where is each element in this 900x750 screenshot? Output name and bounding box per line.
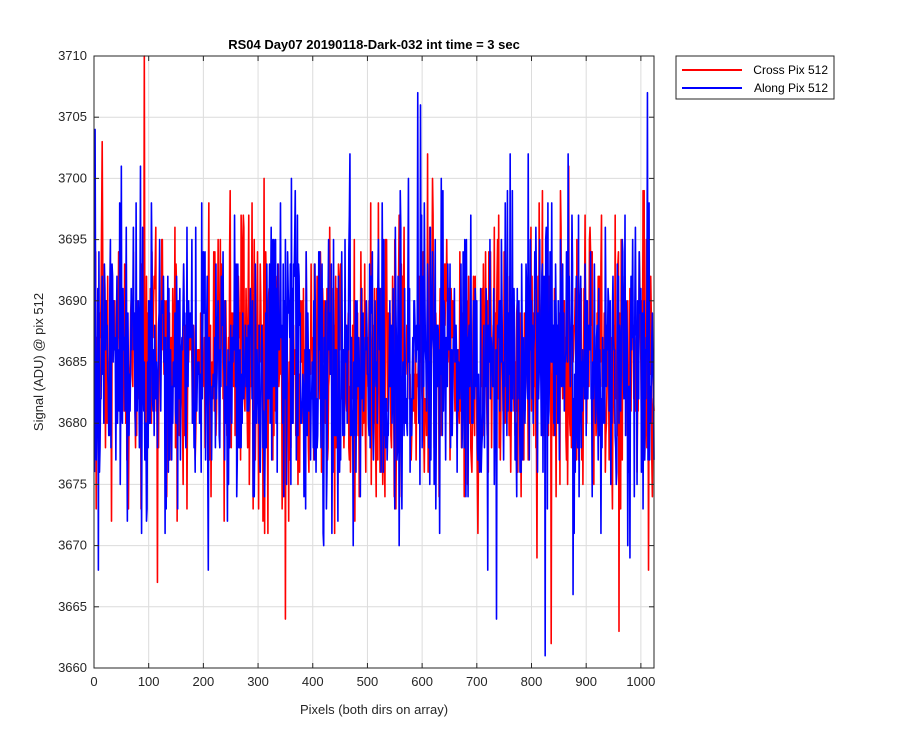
x-tick-label: 300 (247, 674, 269, 689)
y-tick-label: 3680 (58, 415, 87, 430)
legend-label-along: Along Pix 512 (754, 81, 828, 95)
legend-box (675, 55, 835, 100)
y-tick-label: 3675 (58, 476, 87, 491)
x-tick-label: 600 (411, 674, 433, 689)
x-tick-label: 0 (90, 674, 97, 689)
x-tick-label: 1000 (626, 674, 655, 689)
legend: Cross Pix 512 Along Pix 512 (675, 55, 835, 100)
y-tick-label: 3660 (58, 660, 87, 675)
y-axis-label: Signal (ADU) @ pix 512 (31, 293, 46, 431)
x-axis-label: Pixels (both dirs on array) (300, 702, 448, 717)
x-tick-label: 100 (138, 674, 160, 689)
y-tick-label: 3710 (58, 48, 87, 63)
series-line-along-pix-512 (93, 91, 655, 657)
y-tick-label: 3690 (58, 293, 87, 308)
y-tick-label: 3700 (58, 170, 87, 185)
chart-title: RS04 Day07 20190118-Dark-032 int time = … (228, 37, 520, 52)
ticks: 0 100 200 300 400 500 600 700 800 900 1000 3660 3665… (58, 48, 655, 689)
x-tick-label: 200 (193, 674, 215, 689)
plot-area: 0 100 200 300 400 500 600 700 800 900 1000 3660 3665… (58, 48, 655, 689)
y-tick-label: 3685 (58, 354, 87, 369)
y-tick-label: 3670 (58, 538, 87, 553)
x-tick-label: 500 (357, 674, 379, 689)
x-tick-label: 700 (466, 674, 488, 689)
y-tick-label: 3695 (58, 232, 87, 247)
y-tick-label: 3665 (58, 599, 87, 614)
x-tick-label: 900 (575, 674, 597, 689)
y-tick-label: 3705 (58, 109, 87, 124)
series-layer (93, 55, 655, 657)
x-tick-label: 800 (521, 674, 543, 689)
legend-label-cross: Cross Pix 512 (753, 63, 828, 77)
x-tick-label: 400 (302, 674, 324, 689)
